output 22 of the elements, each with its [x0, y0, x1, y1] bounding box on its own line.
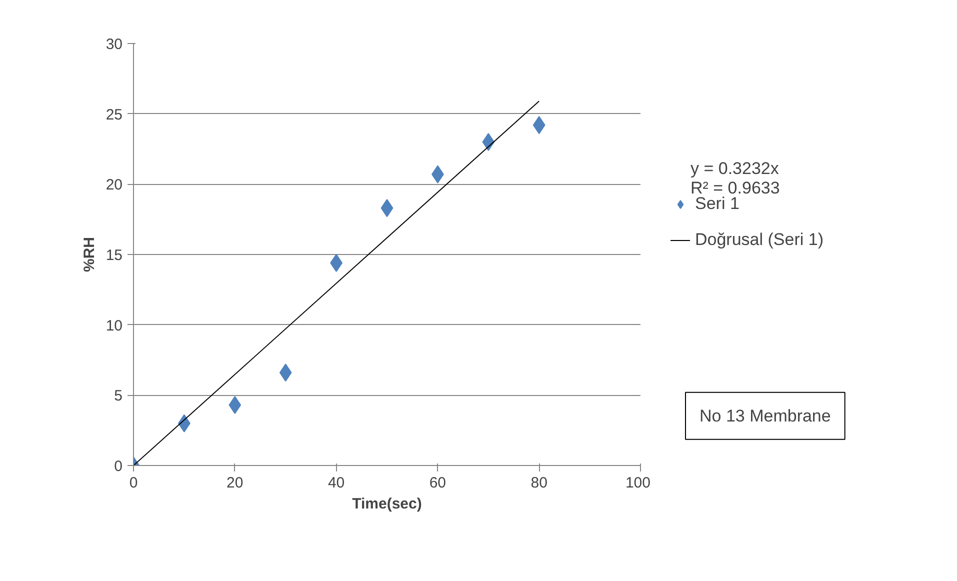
x-tick-label: 40: [328, 474, 345, 492]
y-axis-title: %RH: [80, 236, 98, 272]
x-tick-label: 60: [429, 474, 446, 492]
x-axis-title: Time(sec): [352, 496, 422, 512]
y-tick-label: 0: [114, 458, 122, 475]
x-tick-label: 0: [129, 474, 138, 492]
point: [228, 396, 242, 414]
y-tick-label: 15: [106, 247, 123, 264]
point: [380, 199, 394, 218]
legend-label: Doğrusal (Seri 1): [695, 230, 824, 250]
y-tick-label: 5: [114, 388, 122, 405]
x-tick-label: 100: [625, 474, 651, 492]
point: [532, 116, 546, 134]
y-tick-label: 30: [106, 36, 123, 53]
y-tick-label: 25: [106, 106, 123, 124]
x-tick-label: 80: [530, 474, 548, 492]
x-tick-label: 20: [226, 474, 244, 492]
point: [279, 364, 292, 382]
y-tick-label: 10: [106, 317, 123, 334]
y-tick-label: 20: [106, 176, 123, 194]
text: No 13 Membrane: [700, 406, 831, 426]
text: y = 0.3232x: [690, 158, 780, 178]
